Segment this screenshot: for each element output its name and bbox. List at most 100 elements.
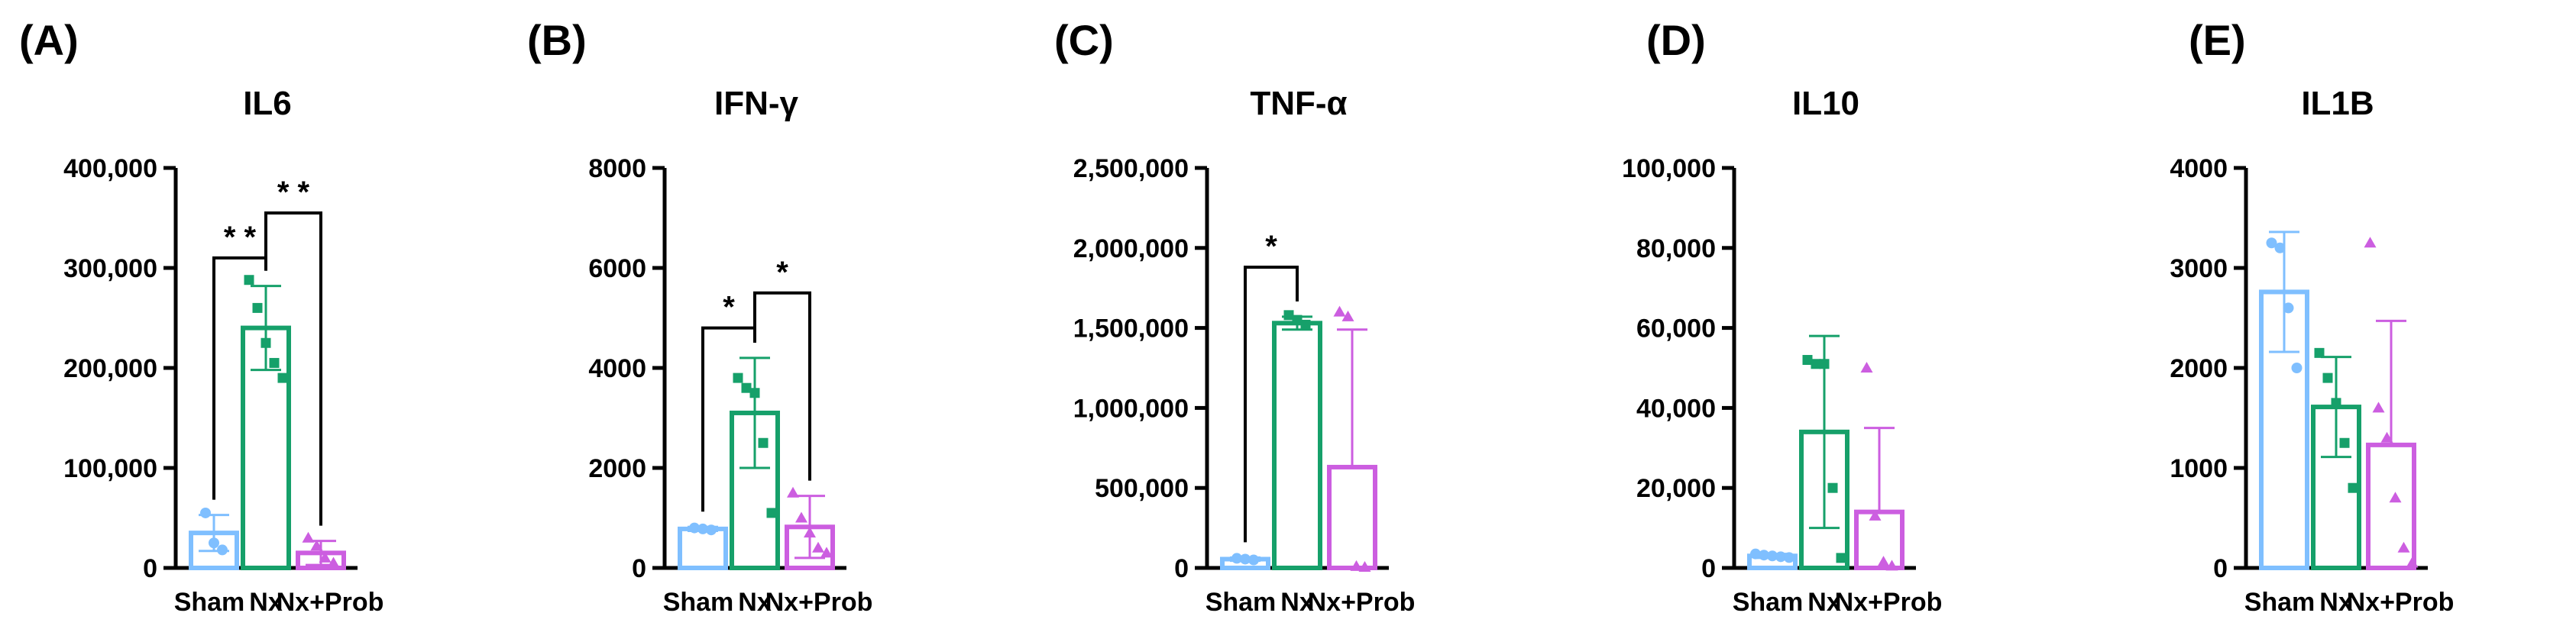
data-point bbox=[2274, 242, 2286, 253]
panel-label: (B) bbox=[527, 16, 587, 64]
bar-sham bbox=[678, 526, 728, 570]
data-point bbox=[1836, 553, 1846, 563]
x-tick-label: Sham bbox=[2244, 588, 2315, 617]
data-point bbox=[217, 544, 228, 556]
bar-nx bbox=[1272, 321, 1322, 570]
x-tick-label: Nx bbox=[1280, 588, 1314, 617]
data-point bbox=[2389, 492, 2402, 503]
data-point bbox=[741, 382, 752, 393]
data-point bbox=[2339, 437, 2350, 448]
data-point bbox=[269, 357, 280, 368]
data-point bbox=[766, 508, 777, 518]
data-point bbox=[1231, 553, 1242, 564]
data-point bbox=[327, 556, 340, 568]
data-point bbox=[1802, 355, 1813, 366]
data-point bbox=[689, 522, 700, 534]
data-point bbox=[1784, 552, 1794, 563]
data-point bbox=[1248, 554, 1259, 566]
data-point bbox=[2380, 431, 2393, 443]
y-tick-label: 0 bbox=[2213, 554, 2228, 583]
chart-title: IL6 bbox=[243, 85, 292, 122]
x-tick-label: Nx+Prob bbox=[1308, 588, 1416, 617]
data-point bbox=[252, 302, 263, 313]
data-point bbox=[820, 547, 833, 558]
chart-title: IFN-γ bbox=[714, 85, 799, 122]
x-tick-label: Nx+Prob bbox=[765, 588, 873, 617]
data-point bbox=[2266, 237, 2277, 249]
x-tick-label: Nx bbox=[2319, 588, 2353, 617]
y-tick-label: 1,000,000 bbox=[1073, 394, 1189, 423]
y-tick-label: 0 bbox=[632, 554, 646, 583]
data-point bbox=[1811, 359, 1821, 369]
y-tick-label: 4000 bbox=[588, 354, 646, 383]
data-point bbox=[2397, 541, 2410, 553]
data-point bbox=[1877, 556, 1890, 567]
x-tick-label: Sham bbox=[1733, 588, 1804, 617]
data-point bbox=[200, 507, 211, 518]
x-tick-label: Nx+Prob bbox=[1835, 588, 1943, 617]
y-tick-label: 4000 bbox=[2170, 154, 2228, 183]
x-tick-label: Sham bbox=[663, 588, 734, 617]
data-point bbox=[1767, 550, 1778, 562]
y-tick-label: 0 bbox=[1701, 554, 1716, 583]
data-point bbox=[310, 540, 323, 551]
y-tick-label: 80,000 bbox=[1636, 234, 1716, 263]
data-point bbox=[2314, 347, 2325, 358]
y-tick-label: 8000 bbox=[588, 154, 646, 183]
data-point bbox=[706, 524, 717, 536]
bar-nx-prob bbox=[1327, 464, 1377, 571]
significance-label: * bbox=[1265, 230, 1277, 263]
data-point bbox=[1300, 319, 1311, 330]
data-point bbox=[319, 551, 332, 563]
y-tick-label: 20,000 bbox=[1636, 474, 1716, 503]
panel-label: (A) bbox=[19, 16, 79, 64]
panel-label: (E) bbox=[2189, 16, 2246, 64]
data-point bbox=[1341, 310, 1354, 321]
data-point bbox=[1750, 548, 1761, 560]
data-point bbox=[2348, 482, 2358, 493]
data-point bbox=[1759, 550, 1769, 561]
data-point bbox=[1333, 305, 1346, 317]
significance-label: * * bbox=[277, 176, 310, 209]
y-tick-label: 2000 bbox=[2170, 354, 2228, 383]
chart-title: TNF-α bbox=[1250, 85, 1347, 122]
significance-bracket bbox=[264, 211, 322, 526]
data-point bbox=[812, 541, 824, 553]
y-tick-label: 1,500,000 bbox=[1073, 314, 1189, 344]
data-point bbox=[787, 486, 799, 498]
significance-bracket bbox=[753, 291, 811, 481]
data-point bbox=[1283, 310, 1294, 321]
significance-bracket bbox=[1244, 265, 1299, 543]
y-tick-label: 2,000,000 bbox=[1073, 234, 1189, 263]
data-point bbox=[1827, 482, 1838, 493]
data-point bbox=[2372, 402, 2385, 413]
x-tick-label: Nx bbox=[249, 588, 283, 617]
data-point bbox=[804, 527, 816, 538]
data-point bbox=[244, 275, 254, 285]
significance-label: * * bbox=[224, 221, 257, 254]
data-point bbox=[749, 388, 760, 398]
data-point bbox=[697, 523, 708, 534]
x-tick-label: Nx bbox=[1807, 588, 1841, 617]
y-tick-label: 40,000 bbox=[1636, 394, 1716, 423]
x-tick-label: Nx+Prob bbox=[277, 588, 384, 617]
data-point bbox=[1240, 553, 1251, 565]
data-point bbox=[1860, 362, 1873, 373]
y-tick-label: 500,000 bbox=[1095, 474, 1189, 503]
chart-panel-3: (C) TNF-α 0 500,000 1,000,000 1,500,000 2,000,… bbox=[1054, 16, 1415, 617]
data-point bbox=[2291, 363, 2303, 373]
data-point bbox=[2406, 556, 2419, 568]
data-point bbox=[261, 337, 271, 348]
data-point bbox=[302, 531, 315, 543]
data-point bbox=[1819, 359, 1830, 369]
y-tick-label: 3000 bbox=[2170, 254, 2228, 283]
chart-title: IL10 bbox=[1792, 85, 1859, 122]
y-tick-label: 200,000 bbox=[63, 354, 157, 383]
x-tick-label: Sham bbox=[1205, 588, 1277, 617]
y-tick-label: 400,000 bbox=[63, 154, 157, 183]
y-tick-label: 2000 bbox=[588, 454, 646, 483]
x-tick-label: Sham bbox=[174, 588, 245, 617]
